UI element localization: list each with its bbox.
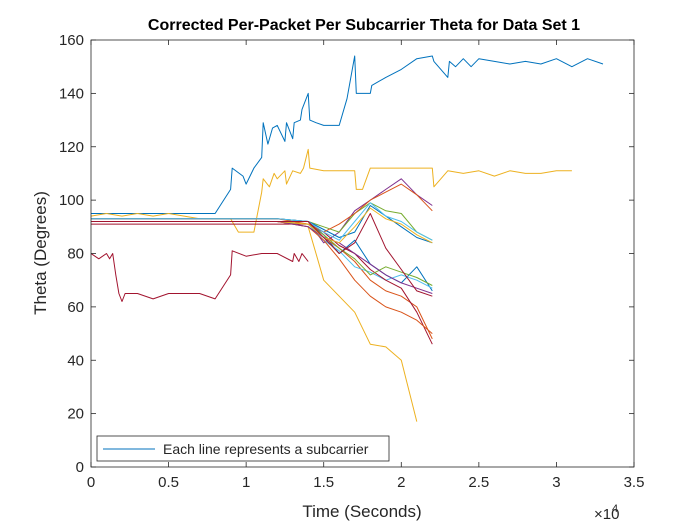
x-tick-label: 2.5 <box>468 474 489 491</box>
series-line-17 <box>91 202 433 241</box>
x-axis-label: Time (Seconds) <box>302 502 421 521</box>
x-tick-label: 1.5 <box>313 474 334 491</box>
series-line-9 <box>91 223 433 345</box>
y-tick-label: 80 <box>67 246 84 263</box>
legend-entry-label: Each line represents a subcarrier <box>163 441 369 457</box>
legend: Each line represents a subcarrier <box>96 435 390 462</box>
series-line-3 <box>91 250 309 302</box>
x-exponent-power: 4 <box>612 503 618 515</box>
y-tick-label: 40 <box>67 352 84 369</box>
y-tick-label: 100 <box>59 192 84 209</box>
y-tick-label: 140 <box>59 85 84 102</box>
series-line-5 <box>91 221 433 340</box>
chart-title: Corrected Per-Packet Per Subcarrier Thet… <box>148 17 580 34</box>
series-line-10 <box>91 221 418 422</box>
series-line-14 <box>91 221 433 294</box>
series-line-8 <box>91 221 433 289</box>
x-axis-exponent: ×10 4 <box>594 503 619 523</box>
series-line-4 <box>91 221 433 292</box>
x-tick-label: 0 <box>87 474 95 491</box>
y-tick-label: 20 <box>67 406 84 423</box>
legend-box <box>96 435 390 462</box>
series-line-1 <box>91 55 604 214</box>
x-tick-label: 0.5 <box>158 474 179 491</box>
y-axis-label: Theta (Degrees) <box>31 191 50 315</box>
y-tick-label: 60 <box>67 299 84 316</box>
x-tick-label: 1 <box>242 474 250 491</box>
series-line-2 <box>91 148 572 233</box>
x-tick-label: 3.5 <box>624 474 645 491</box>
series-line-18 <box>91 213 433 297</box>
x-tick-label: 2 <box>397 474 405 491</box>
y-tick-label: 160 <box>59 32 84 49</box>
y-tick-label: 120 <box>59 139 84 156</box>
x-exponent-base: ×10 <box>594 506 619 523</box>
plot-area-frame <box>90 39 635 468</box>
x-tick-label: 3 <box>552 474 560 491</box>
y-tick-label: 0 <box>76 459 84 476</box>
